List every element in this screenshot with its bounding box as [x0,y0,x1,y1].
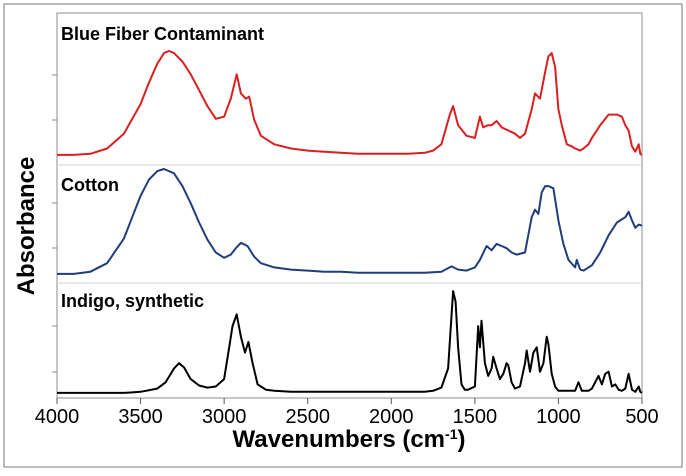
series-line-cotton [57,168,643,275]
x-axis-ticks: 4000 3500 3000 2500 2000 1500 1000 500 [35,398,659,428]
x-tick-label: 2000 [369,406,414,428]
x-tick-label: 2500 [285,406,330,428]
x-tick-label: 1000 [536,406,581,428]
series-label-blue-fiber-contaminant: Blue Fiber Contaminant [61,24,264,44]
x-tick-label: 1500 [453,406,498,428]
x-tick-label: 3500 [118,406,163,428]
series-line-indigo-synthetic [57,290,643,394]
y-axis-title: Absorbance [13,157,40,296]
x-axis-title: Wavenumbers (cm-1) [233,426,466,453]
x-tick-label: 500 [625,406,658,428]
series-label-cotton: Cotton [61,175,119,195]
x-tick-label: 4000 [35,406,80,428]
series-label-indigo-synthetic: Indigo, synthetic [61,291,204,311]
x-axis-title-main: Wavenumbers (cm [233,426,446,453]
x-tick-label: 3000 [202,406,247,428]
series-lines [57,50,643,394]
series-line-blue-fiber-contaminant [57,50,643,156]
figure-border [3,3,683,468]
plot-area-border [56,12,643,399]
x-axis-title-superscript: -1 [445,426,458,442]
y-axis-ticks [52,74,57,373]
x-axis-title-close: ) [457,426,465,453]
